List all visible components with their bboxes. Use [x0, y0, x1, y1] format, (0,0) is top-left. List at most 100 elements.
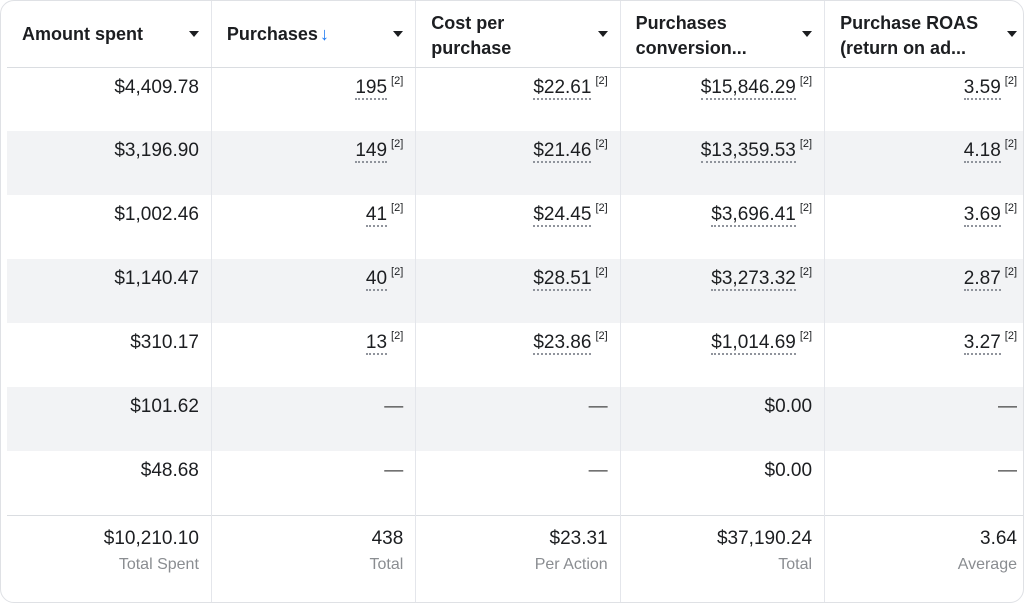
- footnote-marker: [2]: [799, 138, 813, 150]
- column-menu-caret-icon[interactable]: [393, 31, 404, 37]
- metric-value-link[interactable]: 13: [365, 332, 388, 355]
- metric-value-link[interactable]: 41: [365, 204, 388, 227]
- metric-value-link[interactable]: $28.51: [533, 268, 592, 291]
- column-header-purchase-roas[interactable]: Purchase ROAS (return on ad...: [824, 1, 1023, 68]
- column-label-line-2: conversion...: [635, 38, 747, 58]
- table-cell-purchases: 149 [2]: [211, 131, 417, 195]
- metric-value: $310.17: [130, 332, 199, 353]
- table-cell-roas: —: [824, 387, 1023, 451]
- table-cell-cost-per-purchase: $21.46 [2]: [415, 131, 621, 195]
- table-cell-conversion-value: $0.00: [620, 451, 826, 515]
- column-label: Purchase ROAS (return on ad...: [840, 13, 978, 58]
- table-cell-purchases: —: [211, 387, 417, 451]
- metric-value-link[interactable]: 3.27: [963, 332, 1001, 355]
- column-header-amount-spent[interactable]: Amount spent: [7, 1, 212, 68]
- column-menu-caret-icon[interactable]: [802, 31, 813, 37]
- column-label-wrap: Purchases ↓: [227, 11, 329, 47]
- table-cell-purchases: 195 [2]: [211, 67, 417, 131]
- total-label: Per Action: [534, 555, 608, 573]
- table-row: $3,196.90 149 [2] $21.46 [2] $13,359.53 [2] 4.1…: [7, 131, 1023, 195]
- metric-value-link[interactable]: $24.45: [533, 204, 592, 227]
- column-label-line-2: (return on ad...: [840, 38, 967, 58]
- metric-value: —: [998, 460, 1017, 481]
- sort-descending-icon[interactable]: ↓: [319, 24, 329, 44]
- metric-value-link[interactable]: $3,696.41: [711, 204, 796, 227]
- table-cell-amount-spent: $48.68: [7, 451, 212, 515]
- metric-value-link[interactable]: 195: [355, 76, 388, 100]
- footnote-marker: [2]: [1004, 330, 1017, 342]
- metric-value: —: [384, 460, 404, 481]
- metric-value: —: [588, 460, 608, 481]
- table-cell-cost-per-purchase: —: [415, 451, 621, 515]
- footnote-marker: [2]: [799, 266, 813, 278]
- metric-value-link[interactable]: 3.59: [963, 76, 1001, 100]
- table-cell-cost-per-purchase: $23.86 [2]: [415, 323, 621, 387]
- metric-value-link[interactable]: 40: [365, 268, 388, 291]
- metric-value-link[interactable]: $15,846.29: [700, 76, 796, 100]
- column-label: Purchases: [226, 24, 318, 44]
- metric-value-link[interactable]: 4.18: [963, 140, 1001, 163]
- metric-value: —: [384, 396, 404, 417]
- table-row: $4,409.78 195 [2] $22.61 [2] $15,846.29 [2] 3.5…: [7, 67, 1023, 131]
- column-label-line-1: Purchases: [635, 13, 727, 33]
- column-header-purchases-conversion-value[interactable]: Purchases conversion...: [620, 1, 826, 68]
- total-cell-roas: 3.64 Average: [824, 514, 1023, 602]
- footnote-marker: [2]: [391, 138, 404, 150]
- metric-value: $1,140.47: [114, 268, 199, 289]
- footnote-marker: [2]: [799, 330, 813, 342]
- footnote-marker: [2]: [1004, 74, 1017, 87]
- total-cell-cost-per-purchase: $23.31 Per Action: [415, 514, 621, 602]
- table-cell-roas: 4.18 [2]: [824, 131, 1023, 195]
- column-header-cost-per-purchase[interactable]: Cost per purchase: [415, 1, 621, 68]
- column-label-line-1: Purchase ROAS: [840, 13, 979, 33]
- footnote-marker: [2]: [1004, 202, 1017, 214]
- table-cell-amount-spent: $310.17: [7, 323, 212, 387]
- metric-value-link[interactable]: $13,359.53: [700, 140, 796, 163]
- table-cell-roas: 3.59 [2]: [825, 67, 1023, 131]
- total-value: 3.64: [980, 527, 1017, 549]
- footnote-marker: [2]: [799, 74, 813, 87]
- table-cell-conversion-value: $3,696.41 [2]: [620, 195, 826, 259]
- footnote-marker: [2]: [595, 138, 608, 150]
- footnote-marker: [2]: [391, 266, 404, 278]
- footnote-marker: [2]: [1004, 266, 1017, 278]
- metric-value-link[interactable]: 3.69: [963, 204, 1001, 227]
- metric-value-link[interactable]: 149: [355, 140, 388, 163]
- total-cell-conversion-value: $37,190.24 Total: [620, 514, 826, 602]
- metric-value: —: [998, 396, 1017, 417]
- table-cell-roas: —: [825, 451, 1023, 515]
- column-menu-caret-icon[interactable]: [597, 31, 608, 37]
- table-row: $1,140.47 40 [2] $28.51 [2] $3,273.32 [2] 2.87[…: [7, 259, 1023, 323]
- table-cell-amount-spent: $101.62: [7, 387, 212, 451]
- table-cell-conversion-value: $1,014.69 [2]: [620, 323, 826, 387]
- column-label: Cost per purchase: [431, 13, 511, 58]
- column-label-line-2: purchase: [431, 38, 512, 58]
- metric-value-link[interactable]: $3,273.32: [711, 268, 796, 291]
- metric-value: $1,002.46: [114, 204, 199, 225]
- metric-value-link[interactable]: $1,014.69: [711, 332, 796, 355]
- metrics-table: Amount spent Purchases ↓ Cost per purchase…: [7, 1, 1023, 602]
- table-cell-amount-spent: $1,140.47: [7, 259, 212, 323]
- table-row: $1,002.46 41 [2] $24.45 [2] $3,696.41 [2] 3.69[…: [7, 195, 1023, 259]
- total-value: $10,210.10: [103, 527, 199, 549]
- metric-value-link[interactable]: $22.61: [533, 76, 592, 100]
- column-header-purchases[interactable]: Purchases ↓: [211, 1, 417, 68]
- metric-value-link[interactable]: 2.87: [963, 268, 1001, 291]
- column-label: Purchases conversion...: [636, 13, 747, 58]
- table-row: $48.68 — — $0.00 —: [7, 451, 1023, 515]
- total-cell-purchases: 438 Total: [211, 514, 417, 602]
- footnote-marker: [2]: [595, 266, 608, 278]
- metric-value-link[interactable]: $21.46: [533, 140, 592, 163]
- table-row: $310.17 13 [2] $23.86 [2] $1,014.69 [2] 3.27 [2]: [7, 323, 1023, 387]
- metric-value-link[interactable]: $23.86: [533, 332, 592, 355]
- column-menu-caret-icon[interactable]: [188, 31, 199, 37]
- table-cell-purchases: —: [211, 451, 417, 515]
- column-menu-caret-icon[interactable]: [1007, 31, 1017, 37]
- metric-value: $4,409.78: [114, 76, 199, 98]
- table-cell-amount-spent: $3,196.90: [7, 131, 212, 195]
- footnote-marker: [2]: [595, 330, 608, 342]
- footnote-marker: [2]: [391, 202, 404, 214]
- table-body: $4,409.78 195 [2] $22.61 [2] $15,846.29 [2] 3.5…: [7, 67, 1023, 602]
- table-cell-purchases: 40 [2]: [211, 259, 417, 323]
- table-cell-roas: 3.27 [2]: [825, 323, 1023, 387]
